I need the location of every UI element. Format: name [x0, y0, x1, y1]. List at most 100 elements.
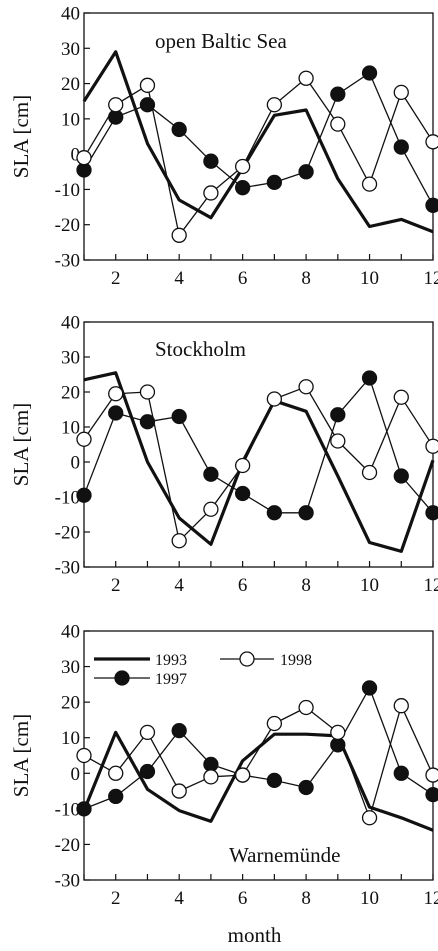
y-tick-label: -20: [55, 215, 80, 236]
x-tick-label: 8: [301, 888, 311, 909]
data-point-1998: [425, 767, 438, 783]
y-tick-label: -30: [55, 871, 80, 892]
series-line-1998: [83, 705, 434, 819]
data-point-1998: [425, 438, 438, 454]
data-point-1997: [266, 505, 283, 521]
data-point-1998: [298, 699, 314, 716]
series-1997: [76, 65, 438, 213]
data-point-1998: [330, 116, 346, 132]
legend-label-1997: 1997: [155, 671, 187, 688]
data-point-1997: [234, 180, 251, 196]
legend-marker-1997: [114, 670, 130, 686]
series-1998: [76, 698, 438, 826]
x-tick-label: 2: [111, 268, 121, 289]
series-1993: [82, 50, 434, 234]
data-point-1997: [425, 786, 438, 803]
legend: 1993 1998 1997: [94, 651, 312, 688]
data-point-1998: [108, 386, 124, 402]
data-point-1998: [108, 97, 124, 113]
data-point-1998: [266, 97, 283, 113]
y-tick-label: -20: [55, 523, 80, 544]
y-tick-label: 20: [61, 74, 80, 95]
data-point-1997: [234, 485, 251, 502]
data-point-1998: [393, 84, 409, 101]
data-point-1998: [76, 150, 92, 166]
series-line-1993: [83, 371, 435, 553]
y-tick-label: -10: [55, 488, 80, 509]
chart-panel-3: 40 30 20 10 0 -10 -20 -30 2 4 6 8 10 12 SLA [cm] Warnem…: [9, 622, 438, 947]
data-point-1997: [393, 468, 409, 484]
data-point-1997: [425, 197, 438, 213]
data-point-1998: [361, 810, 378, 826]
y-tick-label: -30: [55, 558, 80, 579]
y-tick-label: 20: [61, 383, 80, 404]
data-point-1997: [425, 505, 438, 521]
legend-label-1998: 1998: [280, 652, 312, 669]
series-line-1993: [82, 50, 434, 234]
data-point-1998: [298, 379, 314, 395]
x-tick-label: 6: [238, 888, 248, 909]
y-tick-label: 40: [61, 313, 80, 334]
data-point-1998: [266, 391, 283, 407]
y-tick-label: 30: [61, 39, 80, 60]
panel-title: Warnemünde: [229, 843, 340, 867]
y-axis-label: SLA [cm]: [9, 714, 33, 797]
data-point-1997: [139, 763, 156, 780]
x-tick-label: 10: [360, 575, 379, 596]
legend-label-1993: 1993: [155, 652, 187, 669]
data-point-1998: [330, 433, 346, 449]
data-point-1998: [139, 77, 156, 93]
series-1998: [76, 379, 438, 549]
data-point-1998: [203, 769, 219, 785]
data-point-1998: [361, 176, 378, 192]
data-point-1997: [330, 407, 346, 423]
data-point-1998: [171, 227, 187, 243]
data-point-1997: [298, 164, 314, 180]
series-line-1998: [83, 386, 434, 542]
data-point-1997: [108, 405, 124, 421]
x-tick-label: 10: [360, 888, 379, 909]
y-axis-label: SLA [cm]: [9, 95, 33, 178]
data-point-1998: [234, 158, 251, 175]
series-1993: [82, 730, 434, 832]
data-point-1998: [139, 384, 156, 400]
data-point-1997: [361, 680, 378, 696]
data-point-1997: [171, 408, 187, 425]
data-point-1997: [298, 505, 314, 521]
y-tick-label: -30: [55, 251, 80, 272]
series-1997: [76, 370, 438, 521]
data-point-1998: [171, 533, 187, 549]
data-point-1998: [393, 698, 409, 714]
chart-panel-2: 40 30 20 10 0 -10 -20 -30 2 4 6 8 10 12 SLA [cm] Stockh…: [9, 313, 438, 596]
data-point-1997: [203, 153, 219, 169]
y-tick-label: 30: [61, 657, 80, 678]
y-axis-label: SLA [cm]: [9, 403, 33, 486]
data-point-1997: [108, 788, 124, 805]
x-tick-label: 12: [424, 888, 438, 909]
series-1997: [76, 680, 438, 817]
panel-title: open Baltic Sea: [155, 29, 287, 53]
data-point-1998: [171, 783, 187, 799]
series-1998: [76, 70, 438, 243]
legend-marker-1998: [239, 651, 255, 667]
data-point-1998: [425, 134, 438, 150]
y-tick-label: 20: [61, 693, 80, 714]
x-tick-label: 2: [111, 888, 121, 909]
y-tick-label: 0: [71, 453, 81, 474]
data-point-1997: [393, 765, 409, 781]
x-axis-label: month: [228, 923, 282, 947]
x-tick-label: 12: [424, 575, 438, 596]
y-tick-label: 10: [61, 109, 80, 130]
y-tick-label: 0: [71, 764, 81, 785]
data-point-1998: [76, 747, 92, 764]
data-point-1998: [76, 431, 92, 447]
y-tick-label: 30: [61, 348, 80, 369]
series-line-1993: [82, 730, 434, 832]
data-point-1997: [298, 779, 314, 796]
y-tick-label: -20: [55, 835, 80, 856]
chart-panel-1: 40 30 20 10 0 -10 -20 -30 2 4 6 8 10 12 SLA [cm] open B…: [9, 4, 438, 289]
data-point-1997: [266, 174, 283, 191]
data-point-1998: [203, 185, 219, 201]
x-tick-label: 12: [424, 268, 438, 289]
data-point-1997: [171, 722, 187, 739]
